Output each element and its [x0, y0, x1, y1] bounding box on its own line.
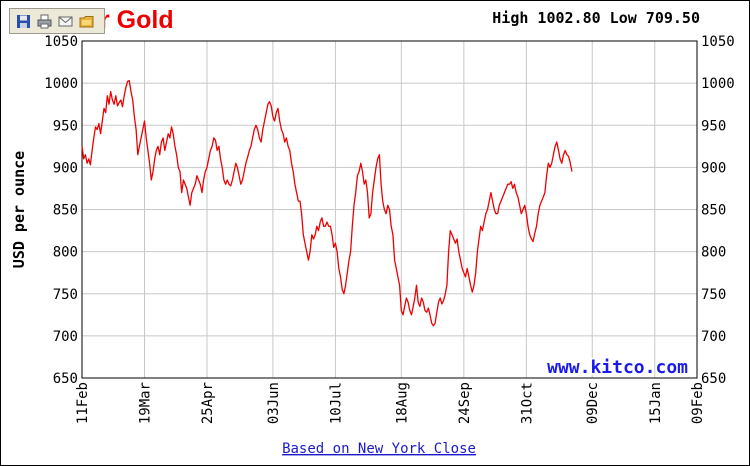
- folder-icon[interactable]: [78, 13, 95, 30]
- x-tick-label: 09Dec: [585, 382, 601, 424]
- x-tick-label: 24Sep: [457, 382, 473, 424]
- y-tick-label-left: 1000: [44, 76, 78, 92]
- y-tick-label-right: 850: [701, 203, 726, 219]
- x-tick-label: 15Jan: [648, 382, 664, 424]
- x-tick-label: 18Aug: [394, 382, 410, 424]
- x-tick-label: 09Feb: [690, 382, 706, 424]
- y-tick-label-right: 800: [701, 245, 726, 261]
- y-tick-label-left: 700: [53, 329, 78, 345]
- y-tick-label-right: 700: [701, 329, 726, 345]
- y-tick-label-left: 950: [53, 118, 78, 134]
- y-tick-label-right: 750: [701, 287, 726, 303]
- y-tick-label-right: 950: [701, 118, 726, 134]
- price-series-line: [81, 79, 573, 327]
- y-tick-label-right: 900: [701, 160, 726, 176]
- y-tick-label-right: 650: [701, 371, 726, 387]
- x-tick-label: 19Mar: [138, 382, 154, 424]
- kitco-watermark: www.kitco.com: [547, 357, 688, 378]
- chart-title: r Gold: [100, 6, 174, 34]
- plot-area: [81, 40, 698, 379]
- x-tick-label: 03Jun: [266, 382, 282, 424]
- y-tick-label-left: 900: [53, 160, 78, 176]
- y-tick-label-left: 650: [53, 371, 78, 387]
- footer-link[interactable]: Based on New York Close: [282, 441, 476, 457]
- x-tick-label: 10Jul: [328, 382, 344, 424]
- y-tick-label-right: 1000: [701, 76, 735, 92]
- y-tick-label-right: 1050: [701, 34, 735, 50]
- y-axis-title: USD per ounce: [10, 151, 28, 268]
- y-tick-label-left: 800: [53, 245, 78, 261]
- image-toolbar: [9, 8, 105, 34]
- email-icon[interactable]: [57, 13, 74, 30]
- x-tick-label: 11Feb: [75, 382, 91, 424]
- x-tick-label: 25Apr: [200, 382, 216, 424]
- high-low-label: High 1002.80 Low 709.50: [492, 9, 700, 27]
- x-tick-label: 31Oct: [519, 382, 535, 424]
- y-tick-label-left: 750: [53, 287, 78, 303]
- y-tick-label-left: 1050: [44, 34, 78, 50]
- y-tick-label-left: 850: [53, 203, 78, 219]
- save-icon[interactable]: [15, 13, 32, 30]
- print-icon[interactable]: [36, 13, 53, 30]
